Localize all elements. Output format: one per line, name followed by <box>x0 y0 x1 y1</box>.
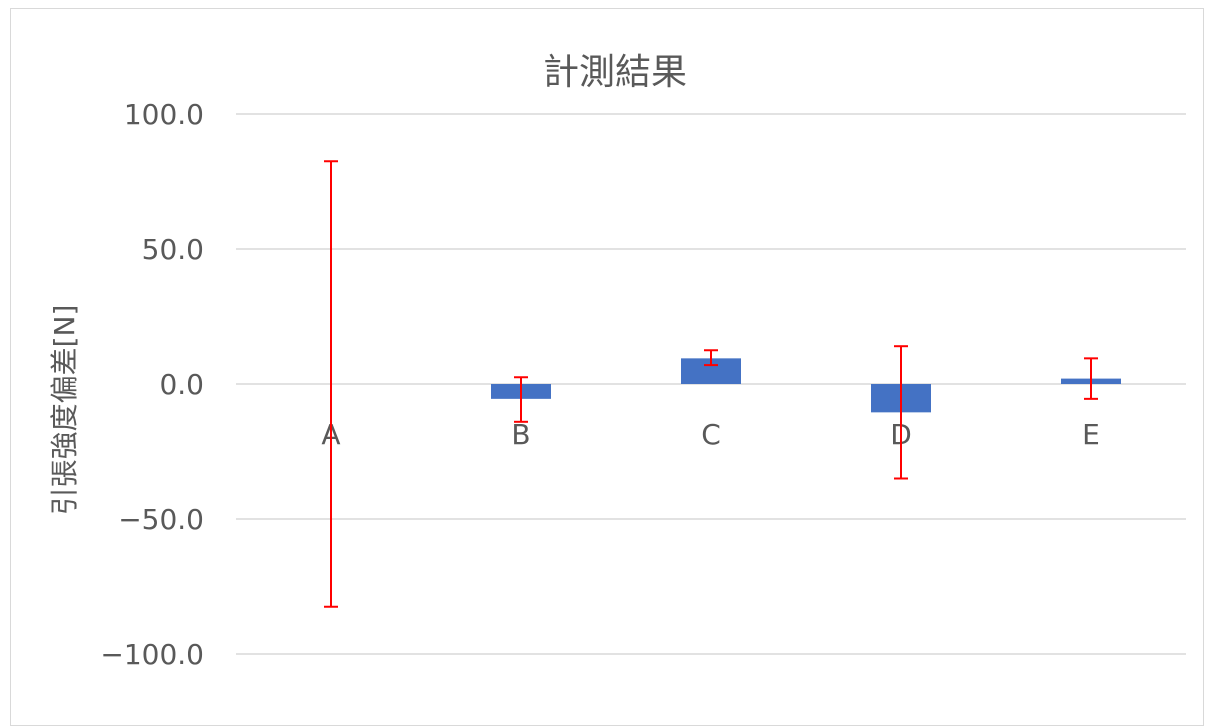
error-bar-B <box>514 376 528 423</box>
error-bar-D <box>894 345 908 480</box>
category-label: C <box>701 418 721 451</box>
y-tick-label: −100.0 <box>100 638 204 671</box>
y-axis-label: 引張強度偏差[N] <box>48 305 81 516</box>
y-tick-label: 50.0 <box>142 233 204 266</box>
error-bar-A <box>324 160 338 608</box>
bars <box>491 358 1121 413</box>
error-bar-C <box>704 349 718 367</box>
chart-area <box>10 8 1204 726</box>
y-tick-label: 100.0 <box>124 98 204 131</box>
category-label: E <box>1082 418 1100 451</box>
error-bar-E <box>1084 357 1098 400</box>
y-tick-label: 0.0 <box>159 368 204 401</box>
error-bars <box>324 160 1098 608</box>
y-tick-label: −50.0 <box>118 503 204 536</box>
gridlines <box>236 113 1186 655</box>
chart-title: 計測結果 <box>543 52 687 93</box>
category-label: B <box>511 418 530 451</box>
y-tick-labels: 100.0 50.0 0.0 −50.0 −100.0 <box>100 98 204 671</box>
